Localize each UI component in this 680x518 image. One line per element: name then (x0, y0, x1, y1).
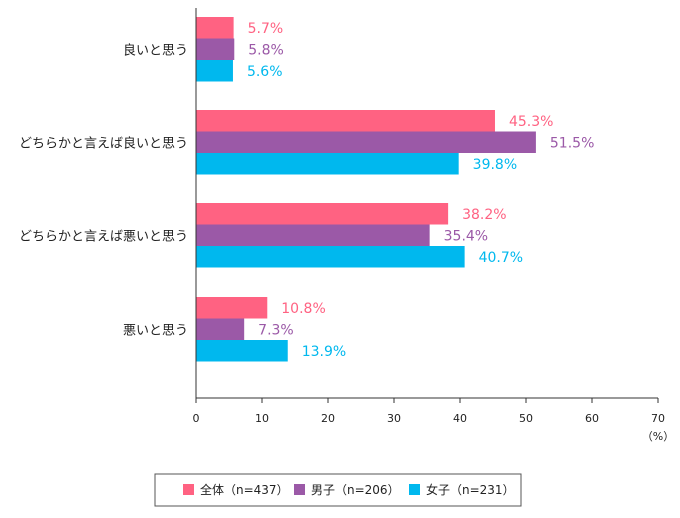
legend-swatch (183, 484, 194, 495)
bar (196, 318, 245, 340)
value-label: 45.3% (509, 114, 553, 130)
legend-swatch (294, 484, 305, 495)
x-unit-label: （%） (642, 430, 674, 443)
value-labels-group: 5.7% 5.8% 5.6% 45.3% 51.5% 39.8% 38.2% 35.4% 40.… (247, 21, 594, 360)
category-label: 良いと思う (123, 42, 188, 58)
value-label: 40.7% (479, 250, 523, 266)
value-label: 7.3% (258, 322, 294, 338)
legend-label: 女子（n=231） (426, 482, 515, 497)
value-label: 5.6% (247, 64, 283, 80)
x-tick-label: 10 (255, 412, 269, 425)
bar (196, 224, 430, 246)
value-label: 35.4% (444, 228, 488, 244)
bar (196, 203, 449, 225)
bar (196, 246, 465, 268)
bar (196, 340, 288, 362)
category-label: どちらかと言えば良いと思う (19, 135, 188, 151)
legend: 全体（n=437） 男子（n=206） 女子（n=231） (183, 482, 515, 497)
category-label: どちらかと言えば悪いと思う (19, 229, 188, 244)
bar (196, 131, 536, 153)
bar (196, 17, 234, 39)
x-tick-label: 30 (387, 412, 401, 425)
bar (196, 153, 459, 175)
bars-group (196, 17, 536, 362)
x-tick-label: 0 (193, 412, 200, 425)
legend-swatch (409, 484, 420, 495)
bar (196, 38, 235, 60)
bar (196, 60, 233, 82)
legend-label: 男子（n=206） (311, 483, 400, 497)
x-tick-label: 40 (453, 412, 467, 425)
value-label: 10.8% (281, 301, 325, 317)
value-label: 5.7% (248, 21, 284, 37)
x-tick-label: 20 (321, 412, 335, 425)
x-tick-label: 50 (519, 412, 533, 425)
x-ticks-group: 0 10 20 30 40 50 60 70 (193, 398, 665, 425)
x-tick-label: 70 (651, 412, 665, 425)
value-label: 38.2% (462, 207, 506, 223)
bar (196, 297, 268, 319)
value-label: 5.8% (248, 42, 284, 58)
x-tick-label: 60 (585, 412, 599, 425)
value-label: 13.9% (302, 344, 346, 360)
category-label: 悪いと思う (123, 323, 188, 338)
value-label: 39.8% (473, 157, 517, 173)
bar (196, 110, 495, 132)
value-label: 51.5% (550, 135, 594, 151)
legend-box (154, 473, 522, 507)
legend-label: 全体（n=437） (200, 482, 289, 497)
